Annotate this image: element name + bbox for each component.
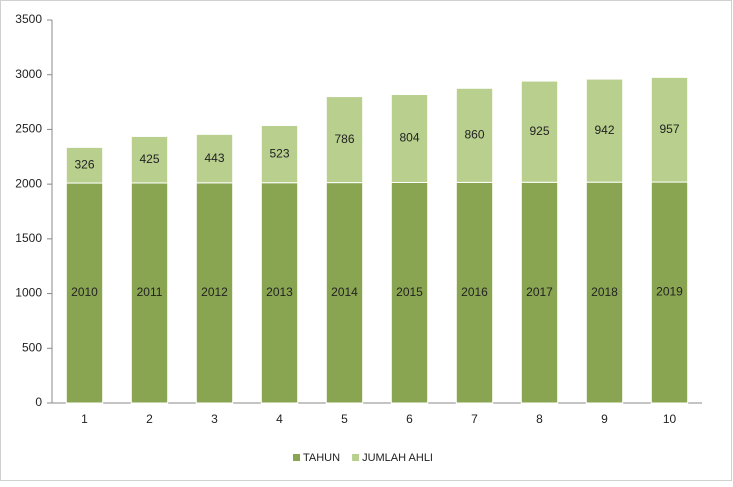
x-tick-label: 5 xyxy=(341,412,348,426)
y-tick-label: 3500 xyxy=(15,12,42,26)
bar-segment xyxy=(260,124,299,184)
data-label: 957 xyxy=(659,122,679,136)
bar-segment xyxy=(520,80,559,183)
data-label: 786 xyxy=(334,132,354,146)
bar-segment xyxy=(325,182,364,404)
x-tick-label: 10 xyxy=(663,412,677,426)
bar-segment xyxy=(520,181,559,404)
bar-segment xyxy=(390,182,429,404)
data-label: 2010 xyxy=(71,285,98,299)
y-tick-label: 1500 xyxy=(15,231,42,245)
bar-segment xyxy=(260,182,299,404)
x-tick-label: 2 xyxy=(146,412,153,426)
y-tick-label: 500 xyxy=(22,340,42,354)
legend-swatch xyxy=(293,454,300,461)
y-tick-label: 2500 xyxy=(15,122,42,136)
bar-segment xyxy=(390,94,429,184)
data-label: 2013 xyxy=(266,285,293,299)
legend-swatch xyxy=(352,454,360,461)
data-label: 2015 xyxy=(396,285,423,299)
bar-segment xyxy=(455,87,494,183)
data-label: 443 xyxy=(204,151,224,165)
x-tick-label: 4 xyxy=(276,412,283,426)
bar-segment xyxy=(195,182,234,404)
data-label: 860 xyxy=(464,128,484,142)
data-label: 2017 xyxy=(526,285,553,299)
data-label: 2012 xyxy=(201,285,228,299)
data-label: 2018 xyxy=(591,285,618,299)
bar-segment xyxy=(65,146,104,184)
x-tick-label: 9 xyxy=(601,412,608,426)
data-label: 2016 xyxy=(461,285,488,299)
y-tick-label: 1000 xyxy=(15,286,42,300)
data-label: 2014 xyxy=(331,285,358,299)
legend-label: TAHUN xyxy=(303,452,340,464)
bar-segment xyxy=(325,96,364,184)
x-tick-label: 3 xyxy=(211,412,218,426)
data-label: 804 xyxy=(399,131,419,145)
data-label: 942 xyxy=(594,123,614,137)
x-tick-label: 8 xyxy=(536,412,543,426)
bar-segment xyxy=(130,182,169,404)
data-label: 523 xyxy=(269,146,289,160)
bar-segment xyxy=(195,133,234,184)
data-label: 925 xyxy=(529,124,549,138)
bar-segment xyxy=(650,76,689,183)
y-tick-label: 3000 xyxy=(15,67,42,81)
x-tick-label: 1 xyxy=(81,412,88,426)
bar-segment xyxy=(650,181,689,404)
data-label: 2011 xyxy=(137,285,163,299)
bar-segment xyxy=(130,135,169,184)
bar-segment xyxy=(585,78,624,183)
x-tick-label: 7 xyxy=(471,412,478,426)
data-label: 326 xyxy=(74,157,94,171)
legend-label: JUMLAH AHLI xyxy=(362,452,433,464)
bar-segment xyxy=(65,182,104,404)
data-label: 2019 xyxy=(656,285,683,299)
data-label: 425 xyxy=(139,152,159,166)
x-tick-label: 6 xyxy=(406,412,413,426)
y-tick-label: 2000 xyxy=(15,176,42,190)
y-tick-label: 0 xyxy=(35,395,42,409)
